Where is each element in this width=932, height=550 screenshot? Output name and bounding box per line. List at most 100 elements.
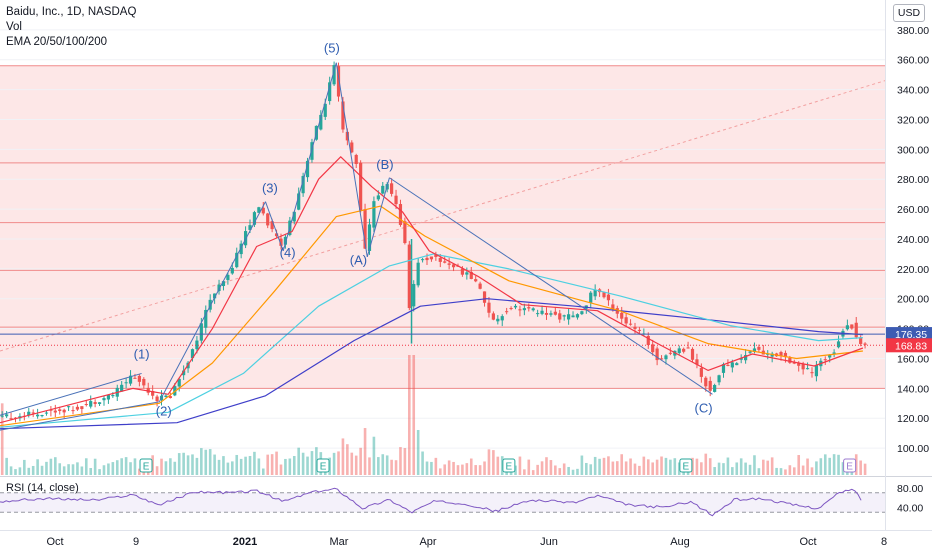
volume-bar	[580, 455, 584, 475]
volume-bar	[695, 458, 699, 475]
ema200-line	[0, 298, 863, 430]
volume-bar	[669, 459, 672, 475]
candle-body	[832, 352, 836, 354]
volume-bar	[284, 458, 287, 475]
volume-bar	[633, 463, 637, 475]
candle-body	[420, 259, 425, 261]
candle-body	[27, 411, 31, 416]
volume-bar	[828, 457, 831, 475]
volume-bar	[443, 464, 447, 475]
volume-bar	[576, 468, 579, 475]
volume-bar	[208, 449, 212, 475]
earnings-marker-box	[139, 458, 153, 473]
candle-body	[735, 363, 739, 366]
volume-bar	[204, 449, 208, 475]
volume-bar	[62, 466, 66, 475]
ema100-line	[0, 253, 863, 428]
volume-bar	[412, 355, 416, 475]
volume-bar	[655, 459, 659, 475]
volume-bar	[40, 465, 44, 475]
volume-bar	[213, 454, 216, 475]
volume-bar	[735, 462, 739, 475]
volume-bar	[832, 454, 836, 475]
rsi-legend: RSI (14, close)	[6, 482, 79, 494]
rsi-axis-label: 40.00	[897, 502, 923, 514]
elliott-trend-line	[265, 201, 284, 252]
volume-bar	[67, 464, 70, 475]
candle-body	[859, 337, 863, 344]
candle-body	[111, 395, 115, 397]
volume-bar	[297, 447, 300, 475]
volume-bar	[483, 461, 486, 475]
elliott-trend-line	[335, 62, 368, 257]
candle-body	[40, 415, 44, 417]
candle-body	[748, 351, 752, 353]
time-axis-label: Aug	[670, 536, 690, 548]
volume-bar	[841, 462, 845, 475]
earnings-marker: E	[139, 458, 153, 473]
volume-bar	[107, 463, 110, 475]
volume-bar	[124, 457, 128, 475]
volume-bar	[677, 462, 681, 475]
candle-body	[394, 195, 398, 205]
volume-bar	[93, 458, 97, 475]
candle-body	[345, 131, 349, 141]
volume-bar	[598, 458, 601, 475]
candle-body	[814, 365, 819, 377]
candle-body	[522, 308, 526, 311]
wave-label: (A)	[350, 252, 367, 267]
candle-body	[474, 279, 478, 282]
volume-bar	[819, 458, 823, 475]
earnings-marker: E	[679, 458, 693, 473]
candle-body	[726, 364, 730, 366]
candle-body	[549, 313, 553, 315]
volume-bar	[80, 466, 84, 475]
time-axis-label: 8	[881, 536, 887, 548]
candle-body	[805, 368, 810, 370]
candle-body	[823, 359, 827, 361]
candle-body	[75, 406, 80, 410]
volume-bar	[788, 465, 792, 475]
volume-bar	[332, 452, 336, 475]
candle-body	[36, 414, 40, 417]
volume-bar	[447, 460, 451, 475]
candle-body	[783, 352, 788, 358]
price-axis-label: 220.00	[897, 264, 929, 276]
candle-body	[0, 415, 4, 417]
secondary-price-badge: 168.83	[895, 340, 927, 352]
volume-bar	[514, 465, 517, 475]
volume-bar	[275, 451, 278, 475]
candle-body	[195, 340, 199, 350]
volume-bar	[408, 355, 411, 475]
volume-bar	[49, 458, 53, 475]
volume-bar	[527, 459, 531, 475]
volume-bar	[270, 454, 274, 475]
chart-legend: Baidu, Inc., 1D, NASDAQ Vol EMA 20/50/10…	[6, 5, 136, 50]
volume-bar	[810, 467, 814, 475]
volume-bar	[416, 430, 420, 475]
candle-body	[580, 311, 584, 315]
candle-body	[416, 262, 420, 286]
earnings-marker: E	[843, 458, 857, 473]
fib-zone	[0, 65, 885, 389]
secondary-price-badge-bg	[886, 338, 932, 353]
volume-bar	[341, 438, 345, 475]
price-axis-label: 300.00	[897, 144, 929, 156]
volume-bar	[381, 454, 385, 475]
volume-bar	[120, 458, 123, 475]
volume-bar	[14, 469, 17, 475]
volume-bar	[306, 456, 309, 475]
candle-body	[208, 299, 212, 310]
currency-button[interactable]: USD	[893, 4, 925, 22]
candle-body	[690, 348, 695, 360]
volume-bar	[620, 454, 624, 475]
candle-body	[438, 258, 442, 262]
candle-body	[429, 256, 434, 260]
candle-body	[810, 372, 814, 374]
volume-bar	[261, 468, 265, 475]
ema50-line	[0, 205, 863, 427]
candle-body	[655, 348, 659, 361]
volume-bar	[346, 444, 349, 475]
candle-body	[359, 162, 363, 211]
